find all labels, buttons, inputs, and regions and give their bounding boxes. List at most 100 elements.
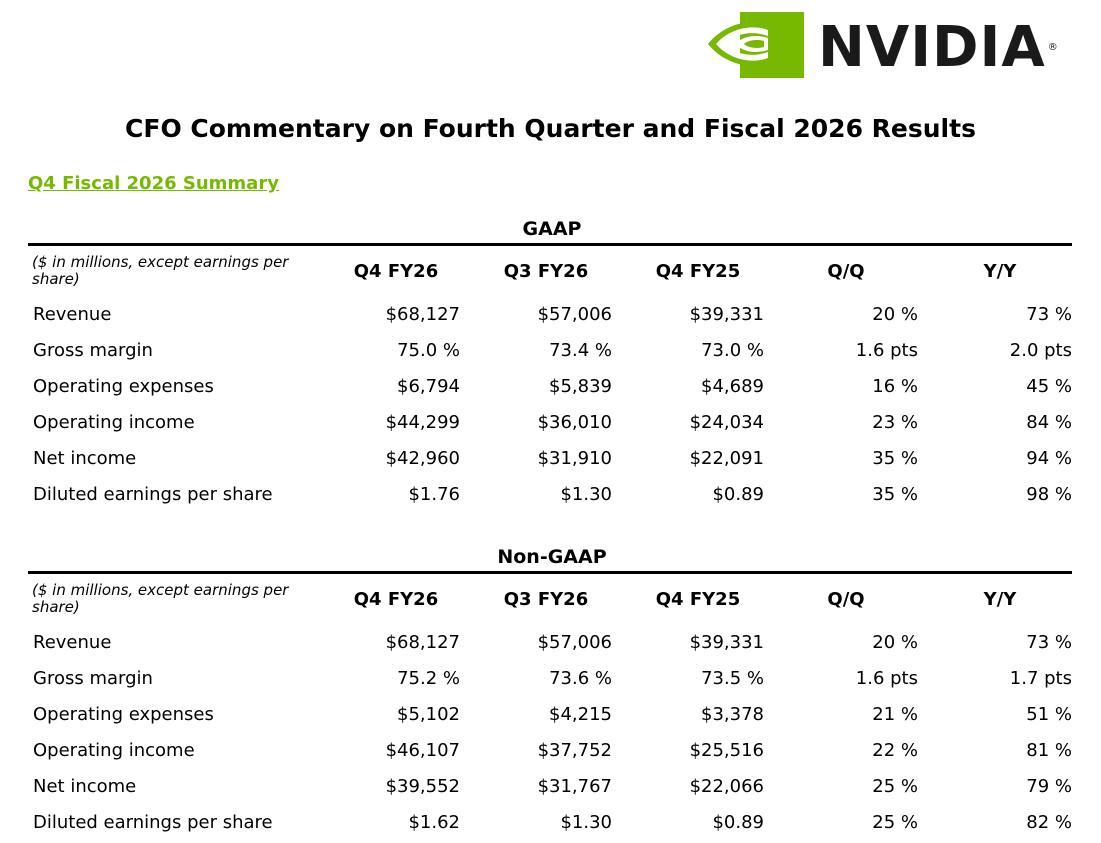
table-cell: 98 % [1026,483,1072,505]
table-cell: 73 % [1026,631,1072,653]
table-cell: $31,910 [537,447,612,469]
table-row: Diluted earnings per share $1.76 $1.30 $… [28,476,1072,512]
table-cell: 21 % [872,703,918,725]
table-cell: $39,552 [385,775,460,797]
table-cell: 1.6 pts [855,667,918,689]
table-cell: $57,006 [537,303,612,325]
table-cell: $1.62 [408,811,460,833]
row-label: Diluted earnings per share [33,483,273,505]
nvidia-logo: NVIDIA ® [706,10,1066,82]
table-row: Revenue $68,127 $57,006 $39,331 20 % 73 … [28,296,1072,332]
column-header: Y/Y [983,588,1017,610]
table-cell: 45 % [1026,375,1072,397]
table-cell: 20 % [872,303,918,325]
table-cell: 73.5 % [701,667,764,689]
row-label: Diluted earnings per share [33,811,273,833]
table-cell: $0.89 [712,811,764,833]
table-cell: $39,331 [689,303,764,325]
page-title: CFO Commentary on Fourth Quarter and Fis… [125,114,976,143]
row-label: Operating income [33,411,195,433]
row-label: Gross margin [33,667,153,689]
table-cell: $25,516 [689,739,764,761]
table-cell: 2.0 pts [1009,339,1072,361]
table-cell: $46,107 [385,739,460,761]
column-header: Y/Y [983,260,1017,282]
table-cell: 73.4 % [549,339,612,361]
table-cell: $5,839 [549,375,612,397]
table-cell: 1.7 pts [1009,667,1072,689]
table-row: Gross margin 75.2 % 73.6 % 73.5 % 1.6 pt… [28,660,1072,696]
table-cell: 84 % [1026,411,1072,433]
table-cell: 1.6 pts [855,339,918,361]
column-header: Q3 FY26 [503,260,589,282]
table-cell: 94 % [1026,447,1072,469]
column-header: Q4 FY25 [655,588,741,610]
section-title: Q4 Fiscal 2026 Summary [28,173,279,194]
column-header: Q4 FY26 [353,588,439,610]
table-cell: $24,034 [689,411,764,433]
table-cell: 81 % [1026,739,1072,761]
table-header-row: ($ in millions, except earnings per shar… [28,574,1072,624]
table-cell: $0.89 [712,483,764,505]
table-row: Operating income $44,299 $36,010 $24,034… [28,404,1072,440]
row-label: Operating income [33,739,195,761]
table-cell: 75.2 % [397,667,460,689]
table-cell: 51 % [1026,703,1072,725]
table-cell: $36,010 [537,411,612,433]
table-cell: $1.30 [560,811,612,833]
table-cell: $22,066 [689,775,764,797]
table-cell: $31,767 [537,775,612,797]
non-gaap-divider [28,571,1072,574]
table-cell: $42,960 [385,447,460,469]
non-gaap-heading: Non-GAAP [497,546,607,568]
table-cell: 35 % [872,483,918,505]
table-row: Net income $39,552 $31,767 $22,066 25 % … [28,768,1072,804]
table-cell: 16 % [872,375,918,397]
table-cell: $1.30 [560,483,612,505]
row-label: Operating expenses [33,375,214,397]
gaap-table-block: GAAP ($ in millions, except earnings per… [28,216,1072,512]
gaap-table: ($ in millions, except earnings per shar… [28,246,1072,512]
table-cell: $68,127 [385,303,460,325]
unit-note: ($ in millions, except earnings per shar… [32,581,289,616]
column-header: Q4 FY26 [353,260,439,282]
table-cell: $6,794 [397,375,460,397]
table-row: Operating expenses $5,102 $4,215 $3,378 … [28,696,1072,732]
table-cell: $4,689 [701,375,764,397]
table-cell: 22 % [872,739,918,761]
table-cell: $1.76 [408,483,460,505]
row-label: Operating expenses [33,703,214,725]
unit-note: ($ in millions, except earnings per shar… [32,253,289,288]
table-row: Revenue $68,127 $57,006 $39,331 20 % 73 … [28,624,1072,660]
table-cell: 79 % [1026,775,1072,797]
table-cell: $44,299 [385,411,460,433]
table-row: Gross margin 75.0 % 73.4 % 73.0 % 1.6 pt… [28,332,1072,368]
table-row: Operating income $46,107 $37,752 $25,516… [28,732,1072,768]
table-cell: $57,006 [537,631,612,653]
non-gaap-table: ($ in millions, except earnings per shar… [28,574,1072,840]
non-gaap-table-block: Non-GAAP ($ in millions, except earnings… [28,544,1072,840]
gaap-divider [28,243,1072,246]
row-label: Net income [33,775,137,797]
table-cell: $68,127 [385,631,460,653]
table-cell: 20 % [872,631,918,653]
table-cell: 73 % [1026,303,1072,325]
column-header: Q/Q [827,588,865,610]
table-cell: $39,331 [689,631,764,653]
row-label: Revenue [33,631,112,653]
table-row: Diluted earnings per share $1.62 $1.30 $… [28,804,1072,840]
row-label: Revenue [33,303,112,325]
table-cell: 23 % [872,411,918,433]
table-cell: $5,102 [397,703,460,725]
table-cell: 25 % [872,775,918,797]
column-header: Q/Q [827,260,865,282]
nvidia-eye-icon [708,12,804,78]
row-label: Net income [33,447,137,469]
gaap-heading: GAAP [522,218,582,240]
table-cell: $3,378 [701,703,764,725]
row-label: Gross margin [33,339,153,361]
table-cell: 25 % [872,811,918,833]
table-cell: $22,091 [689,447,764,469]
table-cell: 35 % [872,447,918,469]
table-cell: $4,215 [549,703,612,725]
